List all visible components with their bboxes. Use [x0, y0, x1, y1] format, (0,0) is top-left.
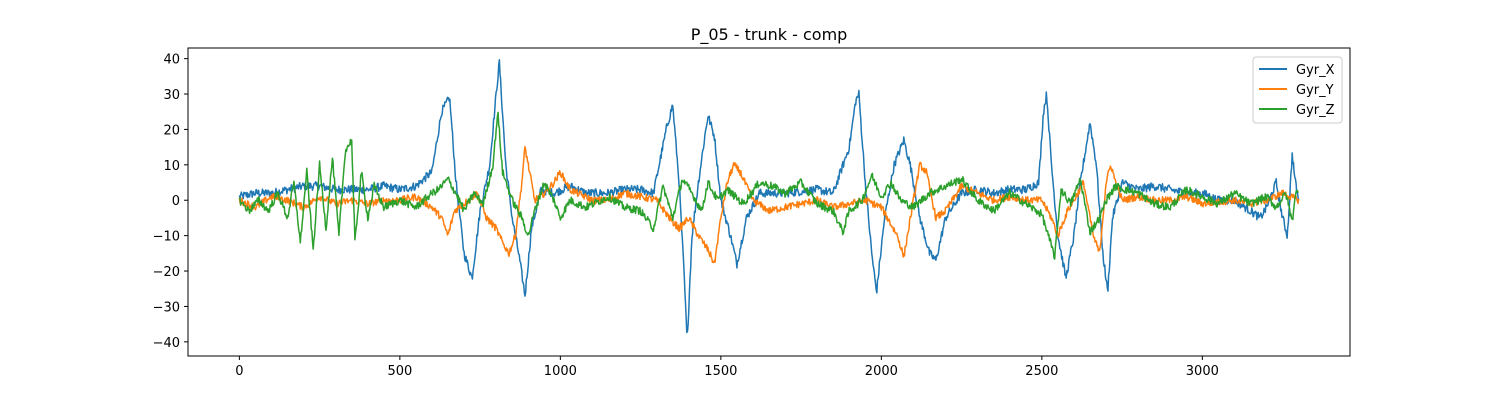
series-line-gyr-x	[238, 59, 1300, 334]
series-line-gyr-z	[238, 111, 1299, 260]
y-tick-label: 40	[163, 53, 180, 68]
legend-box	[1252, 56, 1343, 124]
x-tick-label: 3000	[1186, 364, 1219, 379]
legend: Gyr_X Gyr_Y Gyr_Z	[1252, 56, 1343, 124]
axes-frame	[187, 47, 1351, 357]
y-tick-label: −30	[153, 300, 180, 315]
y-tick-label: 20	[163, 123, 180, 138]
legend-label-gyr-x: Gyr_X	[1296, 63, 1335, 78]
y-tick-label: −20	[153, 265, 180, 280]
legend-label-gyr-y: Gyr_Y	[1296, 83, 1334, 98]
y-tick-label: 10	[163, 159, 180, 174]
x-tick-label: 0	[235, 364, 243, 379]
y-tick-label: −40	[153, 336, 180, 351]
y-tick-label: 30	[163, 88, 180, 103]
x-tick-label: 2500	[1025, 364, 1058, 379]
chart-title: P_05 - trunk - comp	[691, 25, 848, 45]
x-tick-label: 1000	[544, 364, 577, 379]
x-tick-label: 1500	[704, 364, 737, 379]
legend-label-gyr-z: Gyr_Z	[1296, 103, 1335, 118]
series-layer	[238, 59, 1300, 334]
y-tick-label: 0	[172, 194, 180, 209]
plot-area	[187, 47, 1351, 357]
x-tick-label: 500	[387, 364, 412, 379]
x-axis: 0 500 1000 1500 2000 2500 3000	[235, 356, 1219, 379]
y-tick-label: −10	[153, 230, 180, 245]
series-line-gyr-y	[238, 145, 1300, 264]
y-axis: −40 −30 −20 −10 0 10 20 30 40	[153, 53, 188, 351]
x-tick-label: 2000	[865, 364, 898, 379]
